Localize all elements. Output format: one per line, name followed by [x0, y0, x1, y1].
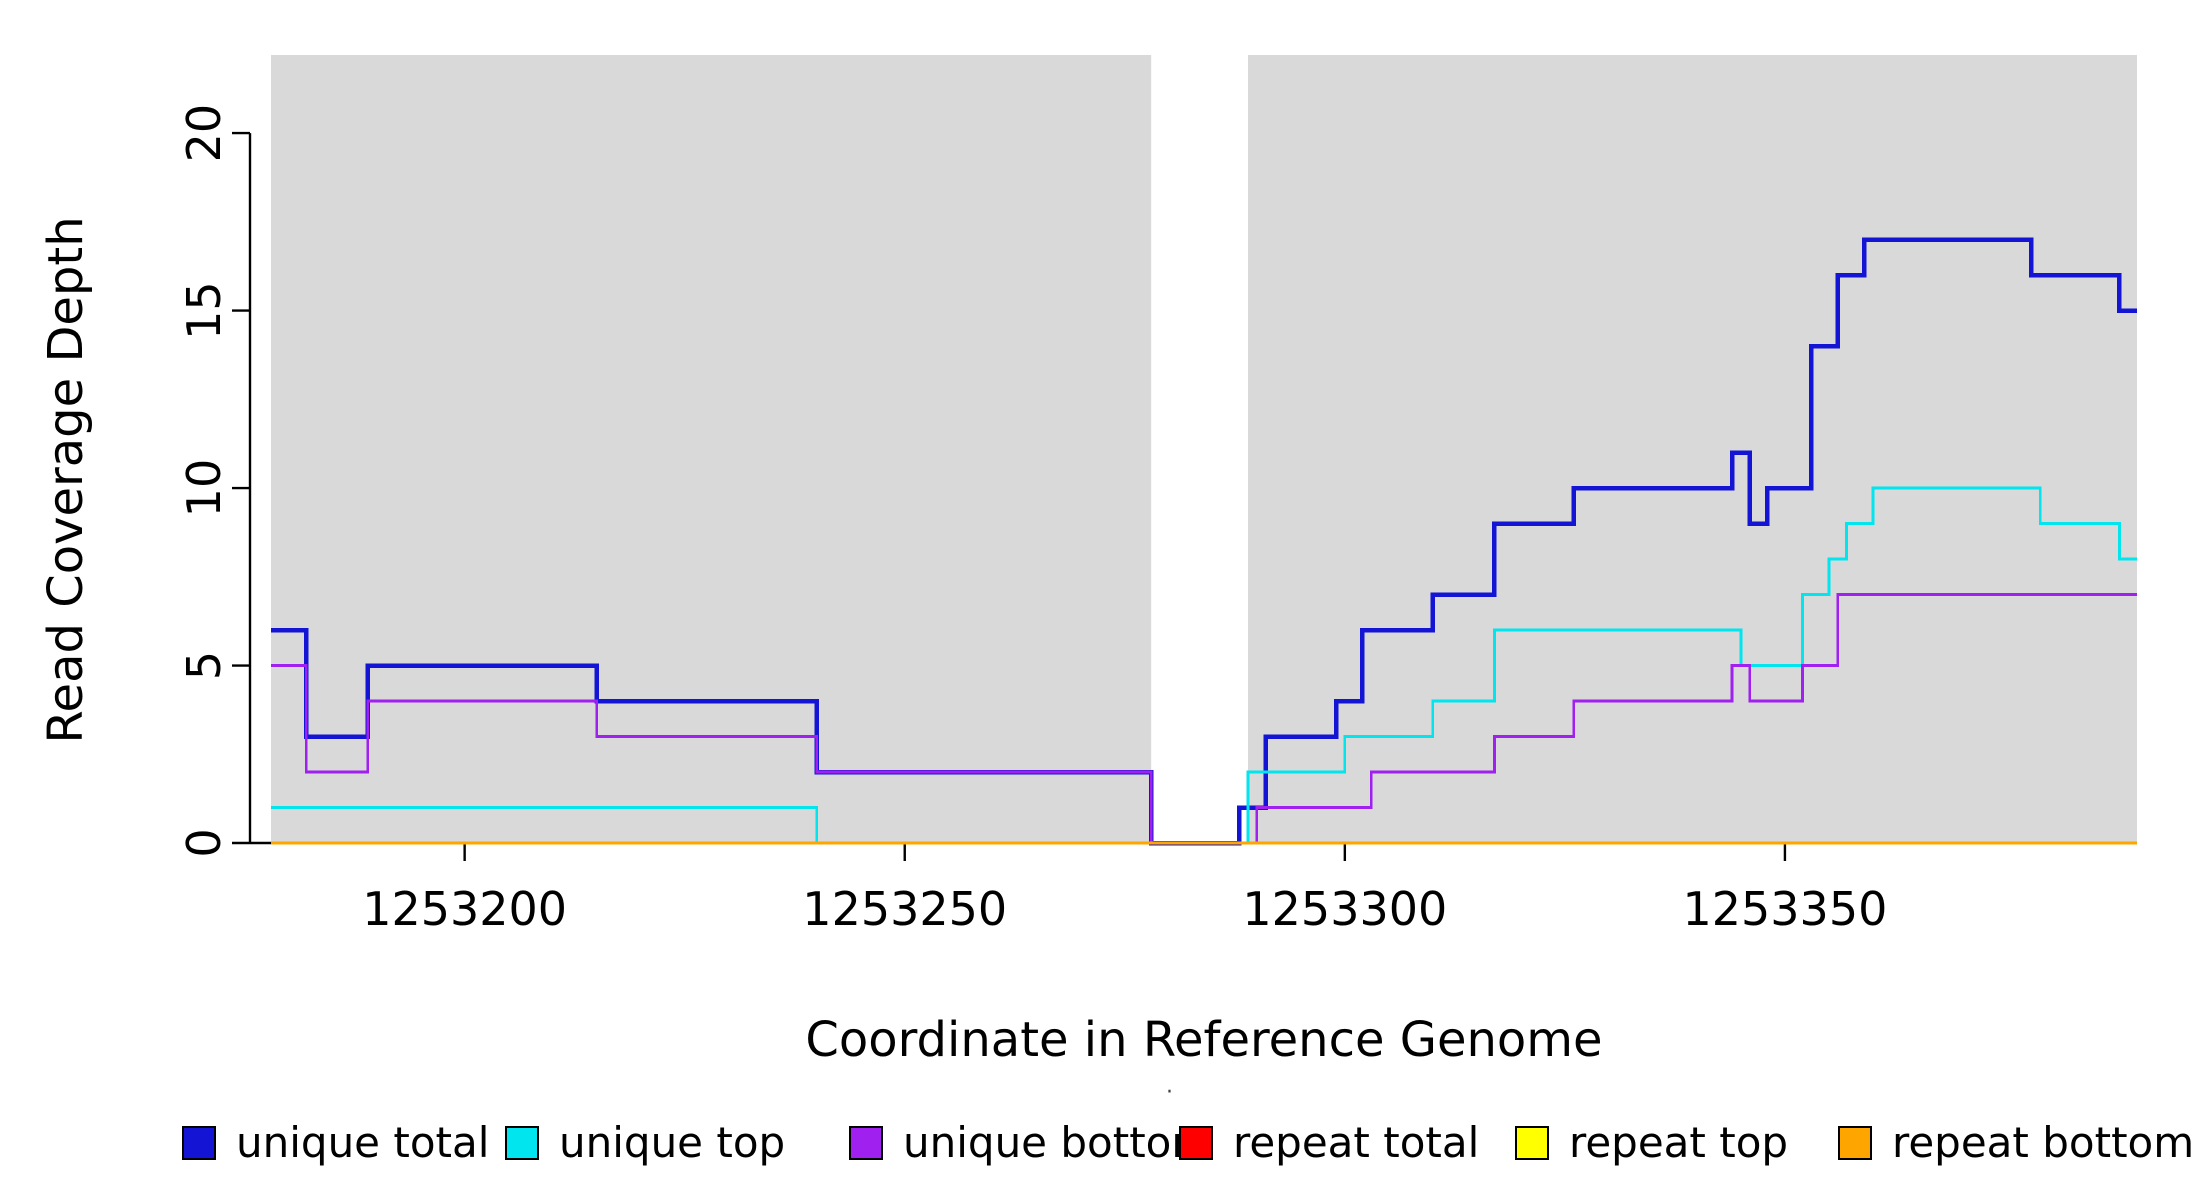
legend-swatch-icon [1179, 1125, 1213, 1160]
legend: unique total unique top unique bottom repea… [0, 1118, 2200, 1178]
shaded-region-2 [1248, 55, 2137, 843]
legend-title-mark: · [1166, 1080, 1173, 1105]
legend-item-unique-total: unique total [182, 1118, 489, 1167]
series-unique-top [271, 486, 2137, 845]
series-unique-bottom [271, 593, 2137, 845]
legend-label: repeat bottom [1892, 1118, 2195, 1167]
x-tick-label: 1253300 [1242, 882, 1447, 936]
legend-label: repeat total [1233, 1118, 1480, 1167]
y-tick-label: 10 [177, 459, 231, 518]
series-unique-total [271, 237, 2137, 846]
x-tick-label: 1253200 [362, 882, 567, 936]
y-tick-label: 20 [177, 104, 231, 163]
x-tick-label: 1253350 [1682, 882, 1887, 936]
legend-item-repeat-top: repeat top [1515, 1118, 1788, 1167]
y-axis-title: Read Coverage Depth [38, 216, 94, 744]
shaded-region-1 [271, 55, 1152, 843]
y-tick-label: 15 [177, 281, 231, 340]
legend-item-repeat-bottom: repeat bottom [1838, 1118, 2194, 1167]
legend-swatch-icon [182, 1125, 216, 1160]
legend-label: repeat top [1569, 1118, 1789, 1167]
legend-swatch-icon [849, 1125, 883, 1160]
y-tick-label: 5 [177, 651, 231, 680]
legend-label: unique total [236, 1118, 490, 1167]
x-axis-title: Coordinate in Reference Genome [805, 1012, 1603, 1068]
x-tick-label: 1253250 [802, 882, 1007, 936]
y-tick-label: 0 [177, 828, 231, 857]
legend-label: unique top [559, 1118, 786, 1167]
legend-swatch-icon [1838, 1125, 1872, 1160]
legend-label: unique bottom [903, 1118, 1213, 1167]
legend-item-repeat-total: repeat total [1179, 1118, 1479, 1167]
legend-item-unique-bottom: unique bottom [849, 1118, 1212, 1167]
legend-item-unique-top: unique top [505, 1118, 785, 1167]
legend-swatch-icon [1515, 1125, 1549, 1160]
legend-swatch-icon [505, 1125, 539, 1160]
